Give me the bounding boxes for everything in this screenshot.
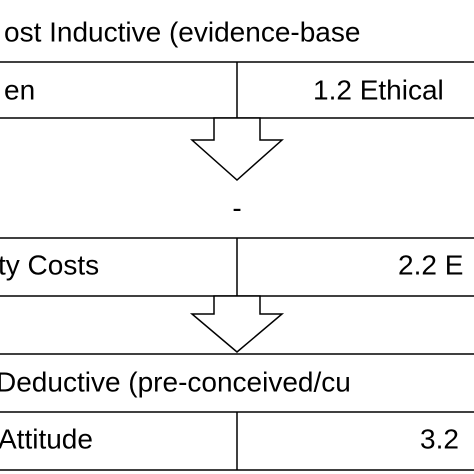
header-text: ost Inductive (evidence-base — [4, 16, 360, 47]
down-arrow — [190, 117, 284, 182]
cell-text: 3.2 — [420, 423, 459, 454]
down-arrow — [189, 295, 285, 353]
header-text: Deductive (pre-conceived/cu — [0, 366, 351, 397]
cell-text: en — [4, 74, 35, 105]
cell-text: 2.2 E — [398, 249, 463, 280]
cell-text: Attitude — [0, 423, 93, 454]
note-text: - — [232, 192, 241, 223]
cell-text: 1.2 Ethical — [313, 74, 444, 105]
cell-text: ty Costs — [0, 249, 99, 280]
